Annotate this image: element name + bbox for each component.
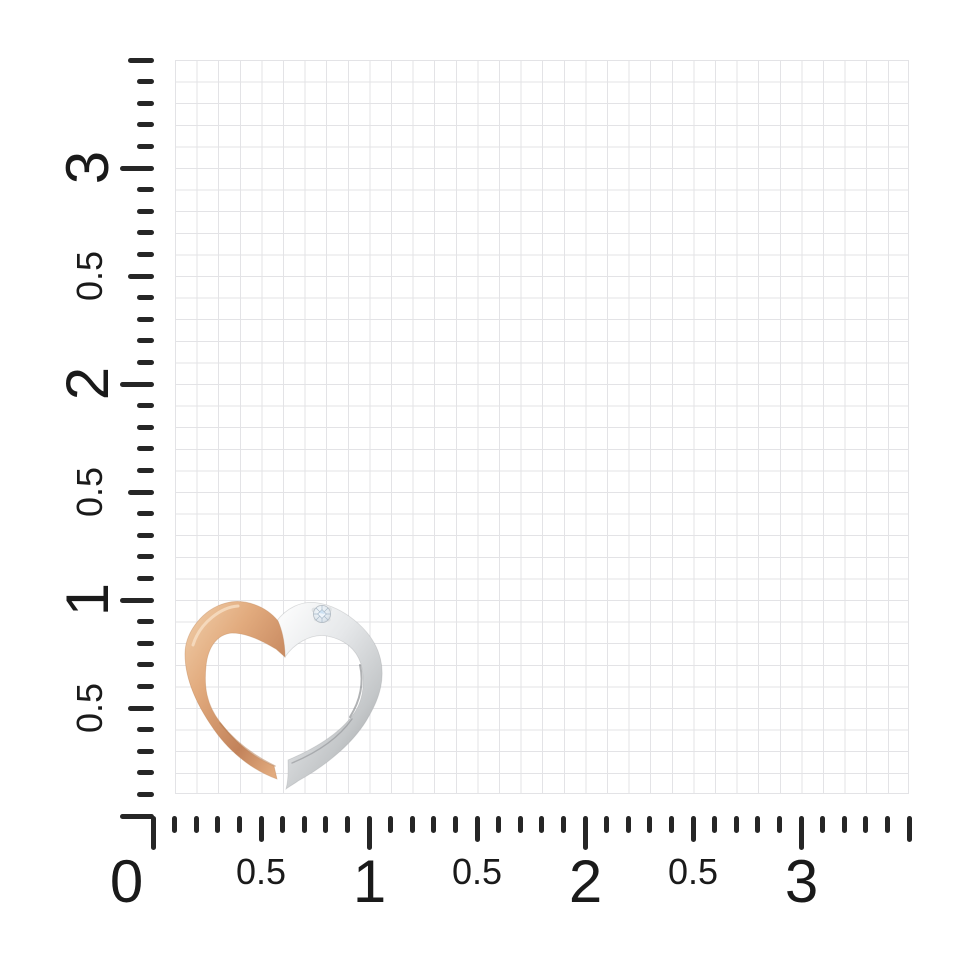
x-axis-tick-1.2 [409,816,415,833]
y-axis-tick-1.4 [137,511,154,517]
y-axis-tick-1.7 [137,446,154,452]
y-axis-tick-3.5 [128,57,154,63]
x-axis-tick-2.1 [604,816,610,833]
y-axis-tick-0.1 [137,791,154,797]
y-axis-tick-2.6 [137,251,154,257]
x-axis-tick-1.4 [452,816,458,833]
x-axis-tick-1.9 [560,816,566,833]
y-axis-tick-0.9 [137,619,154,625]
y-axis-tick-0.2 [137,770,154,776]
x-axis-tick-1.5 [474,816,480,842]
pendant-right-half-white-gold [275,601,383,791]
x-axis-tick-1.8 [539,816,545,833]
y-axis-tick-2.4 [137,295,154,301]
x-axis-tick-2.3 [647,816,653,833]
y-axis-label-2: 2 [54,367,121,401]
x-axis-tick-0.3 [215,816,221,833]
x-axis-tick-2 [582,816,588,850]
y-axis-tick-0.3 [137,748,154,754]
x-axis-tick-2.4 [668,816,674,833]
x-axis-label-0.5: 0.5 [235,851,287,892]
x-axis-tick-3.4 [884,816,890,833]
gold-shadow-line [219,722,276,767]
x-axis-tick-3.5 [906,816,912,842]
x-axis-tick-0.2 [193,816,199,833]
diamond-table [317,609,327,619]
y-axis-tick-0.7 [137,662,154,668]
y-axis-label-1: 1 [54,583,121,617]
x-axis-tick-1.1 [388,816,394,833]
y-axis-tick-1.1 [137,575,154,581]
x-axis-label-1: 1 [352,848,386,915]
y-axis-tick-3.2 [137,122,154,128]
y-axis-tick-1 [120,597,154,603]
x-axis-tick-0.9 [344,816,350,833]
x-axis-tick-1.3 [431,816,437,833]
y-axis-label-0.5: 0.5 [69,682,110,734]
y-axis-tick-1.5 [128,489,154,495]
y-axis-label-1.5: 0.5 [69,466,110,518]
y-axis-tick-1.6 [137,467,154,473]
x-axis-tick-2.5 [690,816,696,842]
y-axis-tick-1.9 [137,403,154,409]
y-axis-tick-2.7 [137,230,154,236]
x-axis-tick-0 [150,816,156,850]
x-axis-tick-2.9 [776,816,782,833]
y-axis-tick-2 [120,381,154,387]
x-axis-tick-3 [798,816,804,850]
y-axis-tick-3.3 [137,100,154,106]
x-axis-tick-3.1 [820,816,826,833]
x-axis-tick-2.7 [733,816,739,833]
y-axis-tick-1.3 [137,532,154,538]
y-axis-tick-3 [120,165,154,171]
y-axis-tick-2.3 [137,316,154,322]
measurement-grid [174,60,909,795]
y-axis-tick-2.2 [137,338,154,344]
y-axis-tick-1.2 [137,554,154,560]
x-axis-label-0: 0 [109,848,143,915]
y-axis-tick-2.8 [137,208,154,214]
x-axis-tick-1.6 [496,816,502,833]
gold-highlight-line [191,604,240,647]
x-axis-tick-0.5 [258,816,264,842]
x-axis-tick-1.7 [517,816,523,833]
y-axis-tick-0.6 [137,683,154,689]
y-axis-label-2.5: 0.5 [69,250,110,302]
silver-lower-crease-line [291,718,353,764]
y-axis-tick-0.5 [128,705,154,711]
x-axis-tick-0.6 [280,816,286,833]
x-axis-tick-0.1 [172,816,178,833]
y-axis-tick-1.8 [137,424,154,430]
y-axis-tick-0 [120,813,154,819]
x-axis-tick-2.6 [712,816,718,833]
x-axis-tick-0.4 [236,816,242,833]
y-axis-label-3: 3 [54,151,121,185]
y-axis-tick-2.9 [137,187,154,193]
x-axis-tick-2.8 [755,816,761,833]
diamond-stone [311,604,332,624]
x-axis-tick-0.7 [301,816,307,833]
pendant-image [184,601,383,791]
y-axis-tick-3.4 [137,79,154,85]
y-axis-tick-0.8 [137,640,154,646]
x-axis-tick-1 [366,816,372,850]
y-axis-tick-3.1 [137,143,154,149]
y-axis-tick-2.1 [137,359,154,365]
x-axis-label-1.5: 0.5 [451,851,503,892]
silver-crease-line [349,664,363,718]
x-axis-tick-3.2 [841,816,847,833]
x-axis-label-3: 3 [784,848,818,915]
y-axis-tick-0.4 [137,727,154,733]
x-axis-label-2.5: 0.5 [667,851,719,892]
x-axis-tick-0.8 [323,816,329,833]
y-axis-tick-2.5 [128,273,154,279]
x-axis-tick-2.2 [625,816,631,833]
x-axis-tick-3.3 [863,816,869,833]
x-axis-label-2: 2 [568,848,602,915]
diamond-sparkle-tint [319,610,325,614]
